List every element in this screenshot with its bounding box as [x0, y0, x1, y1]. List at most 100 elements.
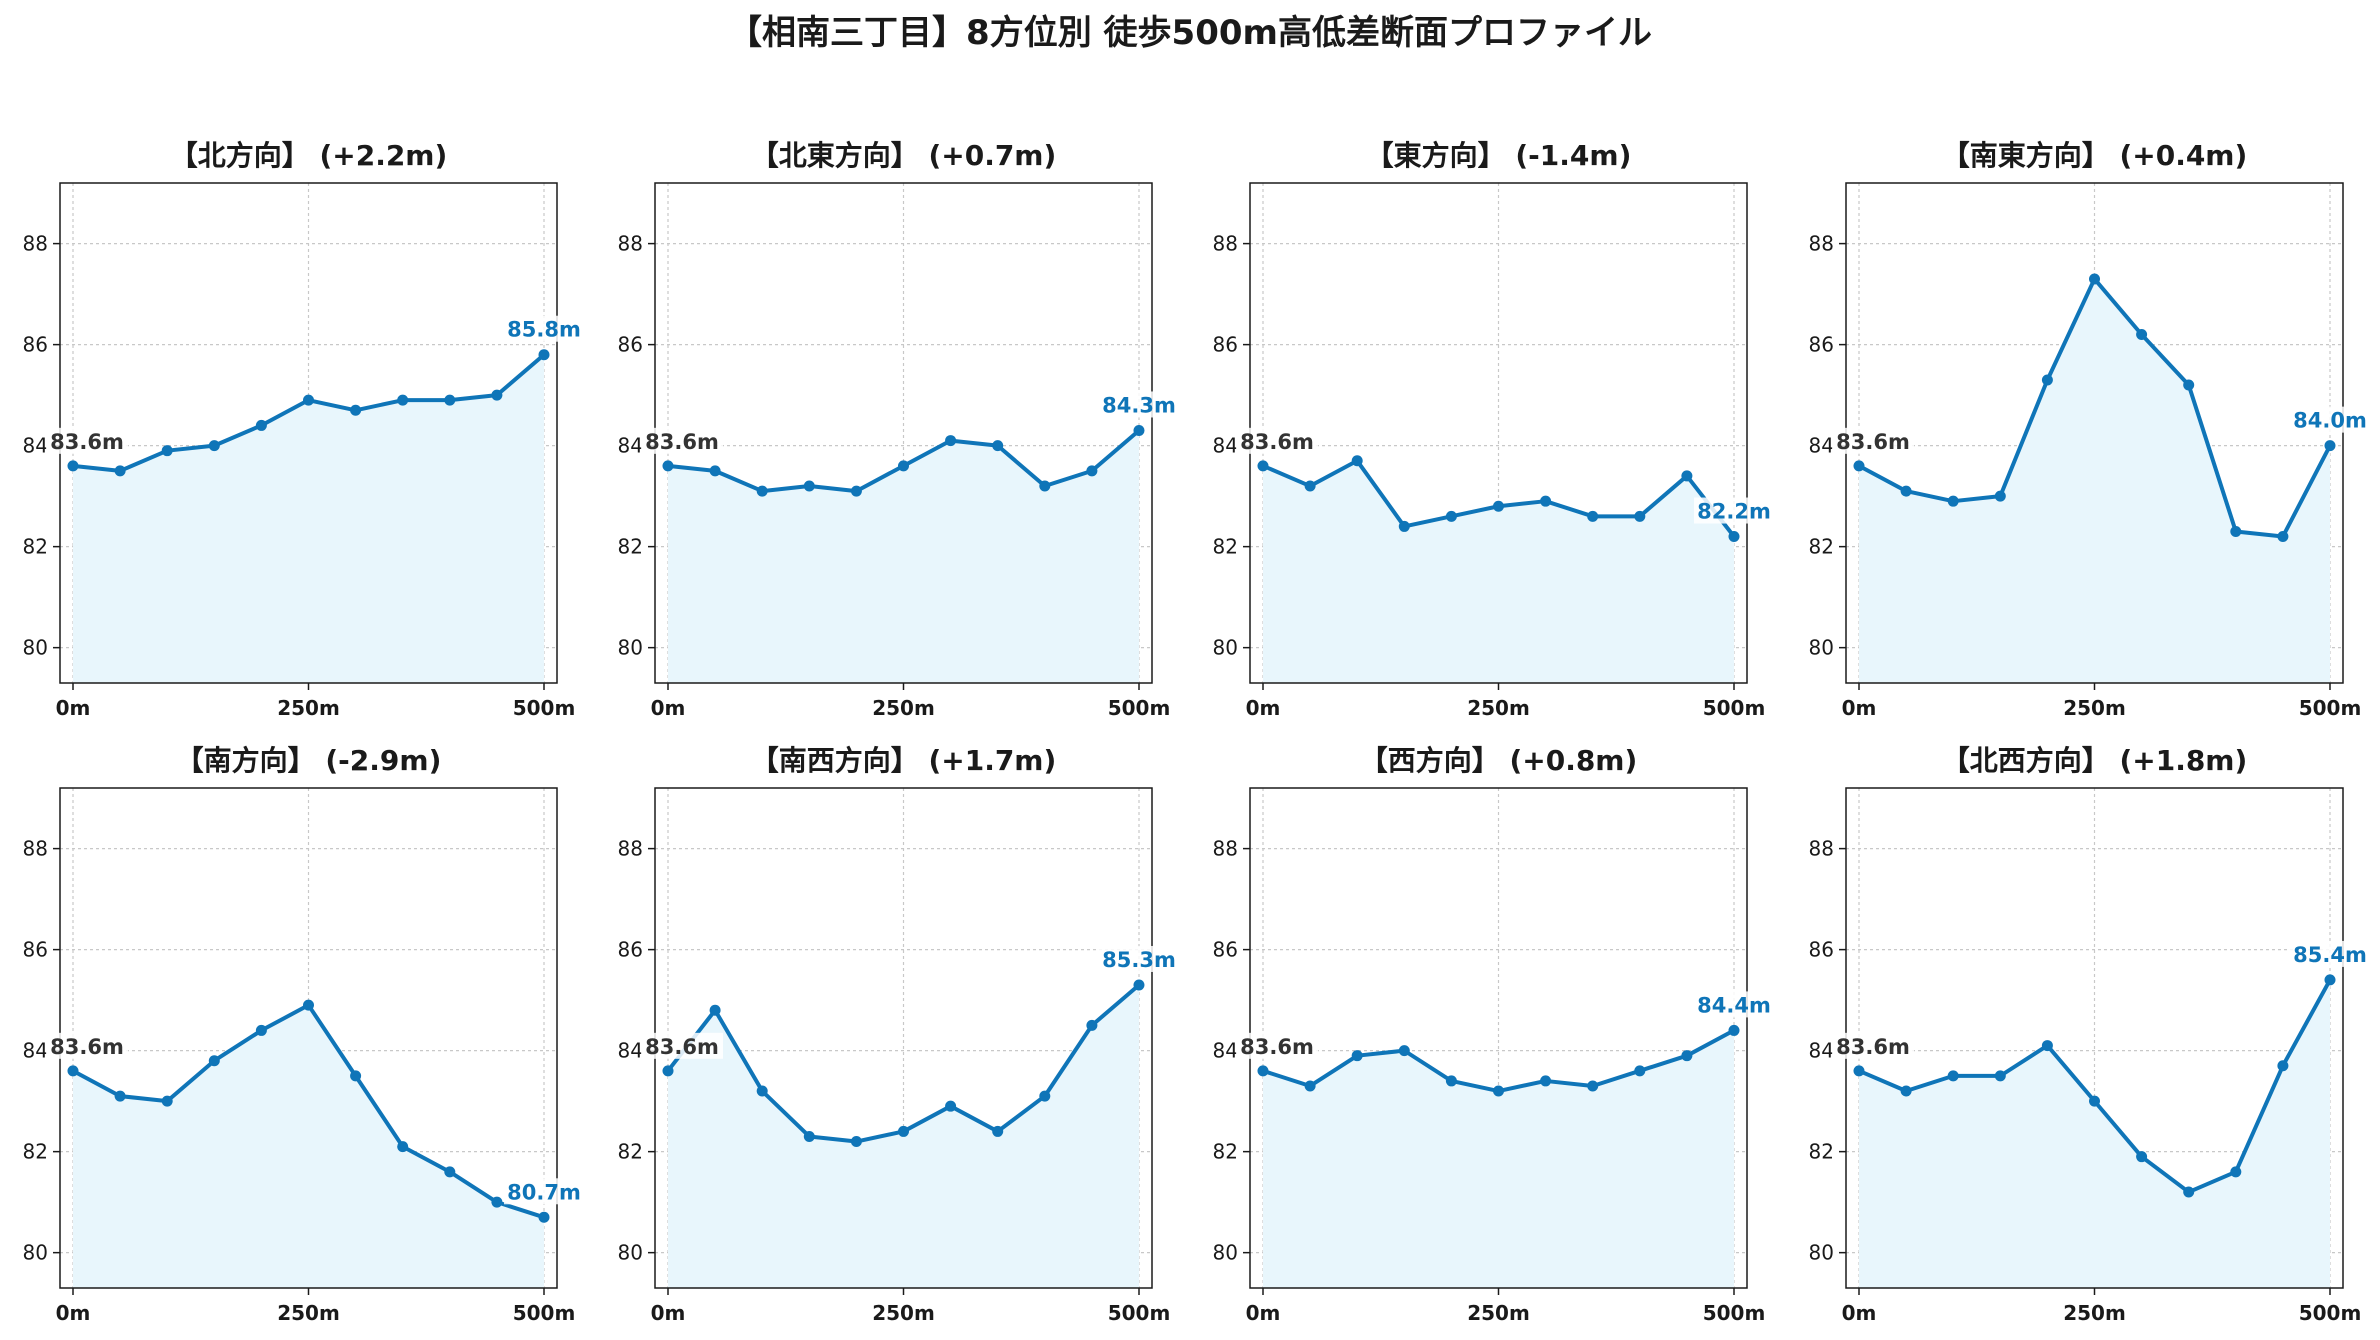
data-point [255, 419, 267, 431]
data-point [303, 394, 314, 406]
elevation-area [73, 1005, 544, 1288]
data-point [1351, 1050, 1363, 1062]
data-point [803, 480, 815, 492]
y-tick-label: 80 [1809, 1241, 1834, 1265]
y-tick-label: 84 [1213, 1039, 1238, 1063]
start-elevation-label: 83.6m [1836, 430, 1910, 454]
y-tick-label: 86 [618, 333, 643, 357]
y-tick-label: 88 [23, 837, 48, 861]
data-point [898, 1125, 909, 1137]
panel-title: 【北東方向】 (+0.7m) [751, 139, 1057, 172]
data-point [1540, 495, 1552, 507]
data-point [255, 1024, 267, 1036]
y-tick-label: 84 [1809, 434, 1834, 458]
y-tick-label: 84 [23, 1039, 48, 1063]
y-tick-label: 88 [618, 232, 643, 256]
x-tick-label: 0m [1246, 696, 1281, 720]
start-label-box [1832, 427, 1914, 454]
end-elevation-label: 82.2m [1697, 500, 1771, 524]
data-point [850, 1136, 862, 1148]
data-point [1853, 1065, 1865, 1077]
x-tick-label: 0m [1246, 1301, 1281, 1325]
data-point [2183, 1186, 2195, 1198]
x-tick-label: 250m [2063, 1301, 2126, 1325]
elevation-area [1859, 979, 2330, 1288]
panel-title: 【南東方向】 (+0.4m) [1942, 139, 2248, 172]
data-point [1445, 1075, 1457, 1087]
end-label-box [1694, 991, 1774, 1018]
x-tick-label: 0m [1842, 1301, 1877, 1325]
y-tick-label: 86 [1809, 333, 1834, 357]
x-tick-label: 0m [56, 696, 91, 720]
end-label-box [1099, 945, 1179, 972]
data-point [709, 1004, 721, 1016]
data-point [756, 1085, 768, 1097]
data-point [208, 1055, 220, 1067]
y-tick-label: 88 [1809, 232, 1834, 256]
data-point [491, 1196, 503, 1208]
x-tick-label: 0m [651, 1301, 686, 1325]
data-point [67, 460, 79, 472]
y-tick-label: 80 [1213, 636, 1238, 660]
y-tick-label: 80 [23, 1241, 48, 1265]
y-tick-label: 86 [23, 938, 48, 962]
data-point [1304, 1080, 1316, 1092]
data-point [397, 394, 409, 406]
y-tick-label: 86 [1809, 938, 1834, 962]
start-label-box [641, 427, 723, 454]
end-label-box [2290, 940, 2370, 967]
data-point [1086, 1019, 1098, 1031]
y-tick-label: 88 [618, 837, 643, 861]
data-point [1947, 495, 1959, 507]
data-point [2089, 273, 2100, 285]
y-tick-label: 84 [1213, 434, 1238, 458]
start-elevation-label: 83.6m [645, 1035, 719, 1059]
data-point [1493, 1085, 1504, 1097]
data-point [1086, 465, 1098, 477]
data-point [538, 1211, 550, 1223]
y-tick-label: 82 [618, 1140, 643, 1164]
data-point [2183, 379, 2195, 391]
data-point [2230, 525, 2242, 537]
data-point [1853, 460, 1865, 472]
start-label-box [1236, 1032, 1318, 1059]
x-tick-label: 250m [872, 1301, 935, 1325]
data-point [161, 1095, 173, 1107]
x-tick-label: 250m [277, 696, 340, 720]
elevation-panel: 80 82 84 86 88 0m 250m 500m 【北東方向】 (+0.7m) 83.6m 8… [618, 139, 1179, 720]
data-point [850, 485, 862, 497]
x-tick-label: 500m [2299, 1301, 2362, 1325]
data-point [2089, 1095, 2100, 1107]
data-point [1398, 1045, 1410, 1057]
data-point [2324, 974, 2336, 986]
data-point [1634, 1065, 1646, 1077]
data-point [1039, 480, 1051, 492]
data-point [1947, 1070, 1959, 1082]
data-point [709, 465, 721, 477]
data-point [538, 349, 550, 361]
y-tick-label: 84 [23, 434, 48, 458]
data-point [303, 999, 314, 1011]
elevation-panel: 80 82 84 86 88 0m 250m 500m 【南東方向】 (+0.4m) 83.6m 8… [1809, 139, 2370, 720]
y-tick-label: 80 [618, 636, 643, 660]
data-point [1133, 979, 1145, 991]
x-tick-label: 500m [513, 1301, 576, 1325]
data-point [2230, 1166, 2242, 1178]
data-point [2277, 531, 2289, 543]
x-tick-label: 250m [2063, 696, 2126, 720]
x-tick-label: 500m [1108, 1301, 1171, 1325]
y-tick-label: 82 [1213, 535, 1238, 559]
panel-title: 【東方向】 (-1.4m) [1366, 139, 1632, 172]
start-elevation-label: 83.6m [1240, 1035, 1314, 1059]
y-tick-label: 84 [618, 434, 643, 458]
y-tick-label: 80 [618, 1241, 643, 1265]
y-tick-label: 84 [618, 1039, 643, 1063]
data-point [2136, 1151, 2148, 1163]
data-point [1257, 1065, 1269, 1077]
elevation-area [1263, 1030, 1734, 1288]
x-tick-label: 500m [1703, 1301, 1766, 1325]
data-point [992, 440, 1004, 452]
x-tick-label: 500m [1703, 696, 1766, 720]
data-point [2041, 374, 2053, 386]
